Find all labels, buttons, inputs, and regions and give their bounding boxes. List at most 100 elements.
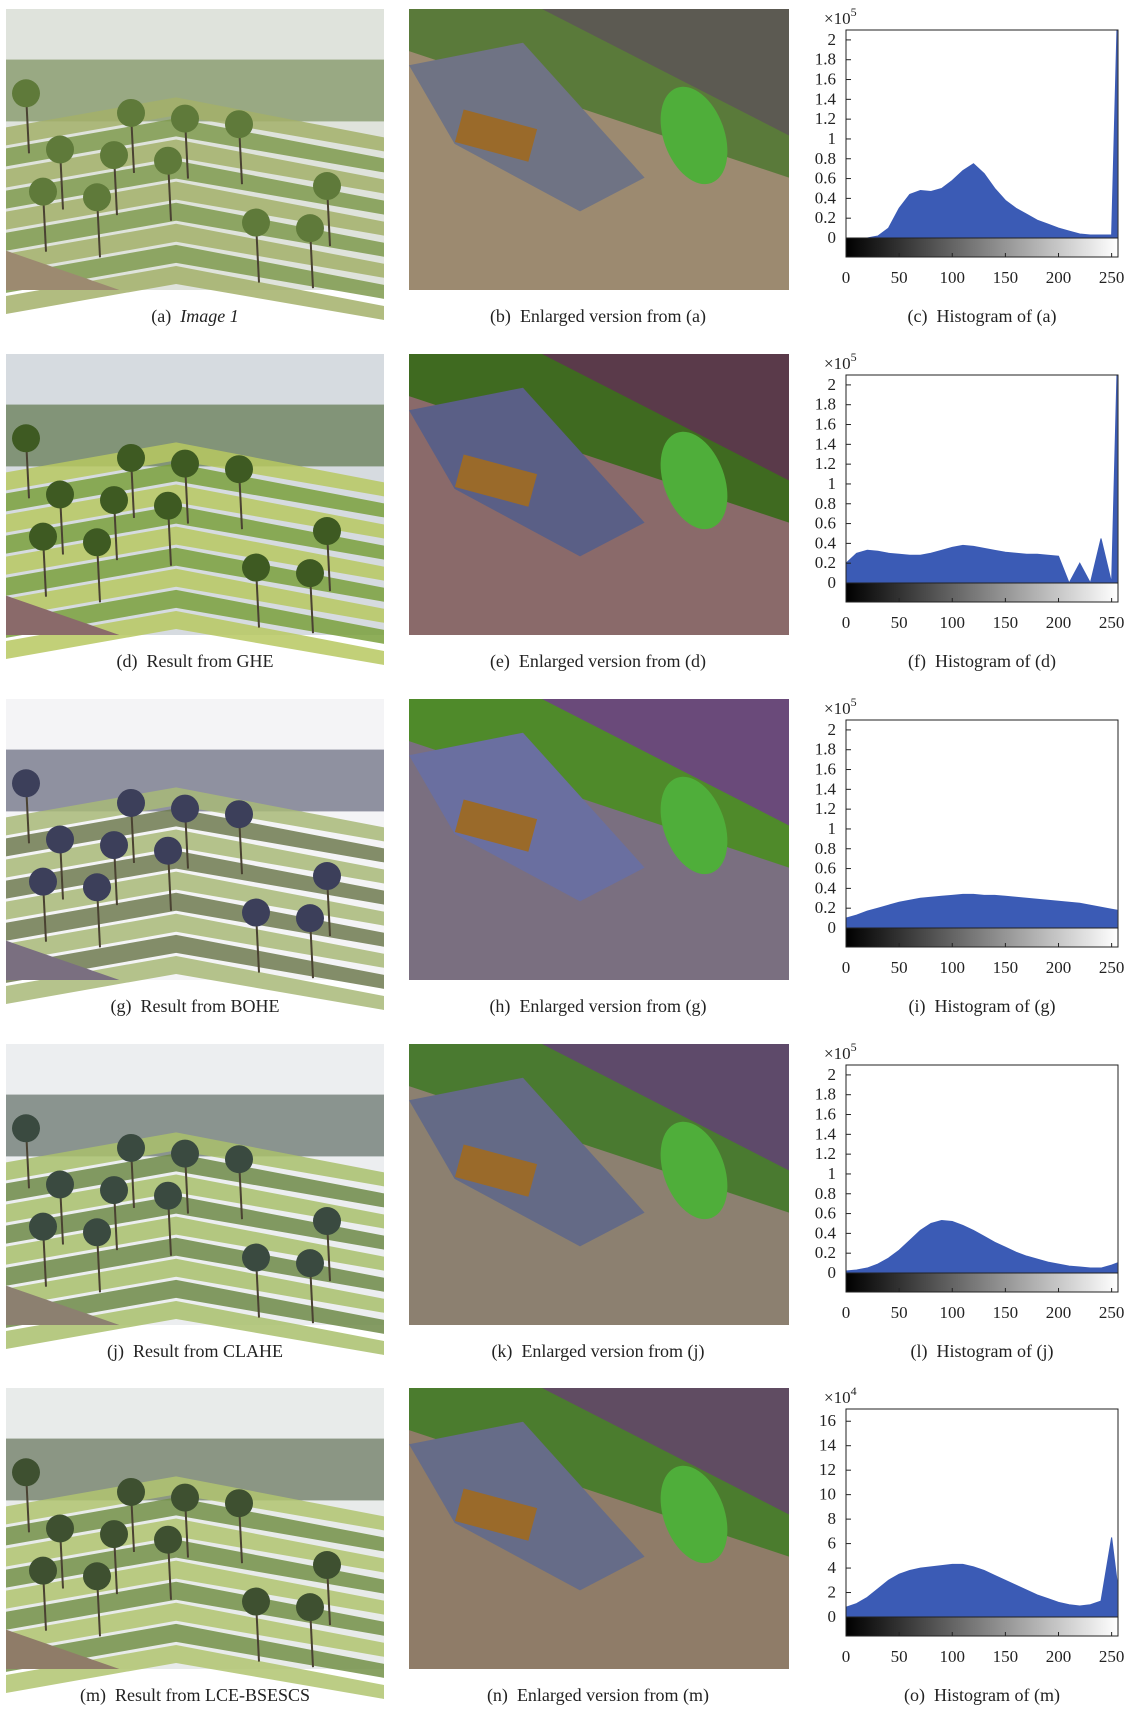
caption: (e) Enlarged version from (d) xyxy=(490,651,706,672)
photo-landscape xyxy=(6,1388,384,1699)
caption-label: (j) xyxy=(107,1341,124,1362)
scale-label: ×105 xyxy=(824,350,857,373)
palm-crown xyxy=(83,183,111,211)
caption-label: (m) xyxy=(80,1685,106,1706)
y-tick-label: 0 xyxy=(828,573,837,592)
palm-crown xyxy=(117,444,145,472)
y-tick-label: 0.4 xyxy=(815,188,837,207)
y-tick-label: 0 xyxy=(828,1263,837,1282)
y-tick-label: 0.4 xyxy=(815,533,837,552)
y-tick-label: 1.8 xyxy=(815,1085,836,1104)
palm-crown xyxy=(296,904,324,932)
y-tick-label: 16 xyxy=(819,1411,836,1430)
y-tick-label: 1.6 xyxy=(815,1105,836,1124)
gray-bar xyxy=(846,1273,1118,1292)
palm-crown xyxy=(12,1114,40,1142)
caption: (b) Enlarged version from (a) xyxy=(490,306,706,327)
y-tick-label: 1.4 xyxy=(815,779,837,798)
palm-crown xyxy=(242,209,270,237)
y-tick-label: 14 xyxy=(819,1436,837,1455)
photo-enlarged xyxy=(409,1044,789,1325)
scale-exponent: 4 xyxy=(851,1384,857,1398)
palm-crown xyxy=(171,1484,199,1512)
x-tick-label: 50 xyxy=(891,268,908,287)
palm-crown xyxy=(46,481,74,509)
x-tick-label: 50 xyxy=(891,1647,908,1666)
x-tick-label: 200 xyxy=(1046,1647,1072,1666)
caption-label: (h) xyxy=(489,996,510,1017)
caption: (g) Result from BOHE xyxy=(111,996,280,1017)
caption-text: Histogram of (m) xyxy=(934,1685,1060,1706)
scale-base: ×10 xyxy=(824,1044,851,1063)
photo-enlarged xyxy=(409,354,789,635)
y-tick-label: 1 xyxy=(828,819,837,838)
palm-crown xyxy=(242,554,270,582)
histogram-area xyxy=(846,375,1117,583)
y-tick-label: 2 xyxy=(828,30,837,49)
caption: (h) Enlarged version from (g) xyxy=(489,996,706,1017)
palm-crown xyxy=(313,1207,341,1235)
caption-text: Enlarged version from (g) xyxy=(519,996,706,1017)
y-tick-label: 0 xyxy=(828,1607,837,1626)
photo-landscape xyxy=(6,9,384,320)
palm-crown xyxy=(100,831,128,859)
scale-exponent: 5 xyxy=(851,350,857,364)
caption-label: (b) xyxy=(490,306,511,327)
x-tick-label: 250 xyxy=(1099,1647,1125,1666)
palm-crown xyxy=(100,141,128,169)
scale-label: ×104 xyxy=(824,1384,857,1407)
y-tick-label: 1.4 xyxy=(815,1124,837,1143)
x-tick-label: 250 xyxy=(1099,1303,1125,1322)
y-tick-label: 1.4 xyxy=(815,434,837,453)
y-tick-label: 1.2 xyxy=(815,109,836,128)
photo-enlarged xyxy=(409,9,789,290)
caption-text: Enlarged version from (j) xyxy=(521,1341,704,1362)
gray-bar xyxy=(846,238,1118,257)
palm-crown xyxy=(29,178,57,206)
palm-crown xyxy=(29,868,57,896)
x-tick-label: 150 xyxy=(993,958,1019,977)
y-tick-label: 1.2 xyxy=(815,1144,836,1163)
scale-base: ×10 xyxy=(824,1388,851,1407)
caption-label: (d) xyxy=(117,651,138,672)
histogram-area xyxy=(846,894,1117,928)
x-tick-label: 150 xyxy=(993,1647,1019,1666)
palm-crown xyxy=(83,1562,111,1590)
palm-crown xyxy=(29,523,57,551)
palm-crown xyxy=(296,1249,324,1277)
y-tick-label: 0.8 xyxy=(815,1184,836,1203)
caption-text: Enlarged version from (a) xyxy=(520,306,706,327)
y-tick-label: 1.2 xyxy=(815,799,836,818)
palm-crown xyxy=(296,1593,324,1621)
x-tick-label: 0 xyxy=(842,268,851,287)
palm-crown xyxy=(12,769,40,797)
y-tick-label: 1 xyxy=(828,1164,837,1183)
caption-label: (a) xyxy=(151,306,171,327)
caption-label: (l) xyxy=(911,1341,928,1362)
x-tick-label: 200 xyxy=(1046,613,1072,632)
caption-text: Histogram of (j) xyxy=(937,1341,1054,1362)
x-tick-label: 150 xyxy=(993,613,1019,632)
palm-crown xyxy=(154,147,182,175)
y-tick-label: 1.8 xyxy=(815,50,836,69)
caption-label: (n) xyxy=(487,1685,508,1706)
palm-crown xyxy=(225,800,253,828)
caption: (a) Image 1 xyxy=(151,306,238,327)
palm-crown xyxy=(171,1140,199,1168)
y-tick-label: 2 xyxy=(828,1583,837,1602)
caption: (j) Result from CLAHE xyxy=(107,1341,283,1362)
caption: (o) Histogram of (m) xyxy=(904,1685,1060,1706)
y-tick-label: 12 xyxy=(819,1460,836,1479)
scale-exponent: 5 xyxy=(851,695,857,709)
x-tick-label: 0 xyxy=(842,613,851,632)
y-tick-label: 6 xyxy=(828,1534,837,1553)
y-tick-label: 1.2 xyxy=(815,454,836,473)
x-tick-label: 200 xyxy=(1046,958,1072,977)
caption: (f) Histogram of (d) xyxy=(908,651,1056,672)
palm-crown xyxy=(154,837,182,865)
x-tick-label: 250 xyxy=(1099,958,1125,977)
palm-crown xyxy=(117,789,145,817)
gray-bar xyxy=(846,1617,1118,1636)
y-tick-label: 0.6 xyxy=(815,859,836,878)
x-tick-label: 150 xyxy=(993,1303,1019,1322)
